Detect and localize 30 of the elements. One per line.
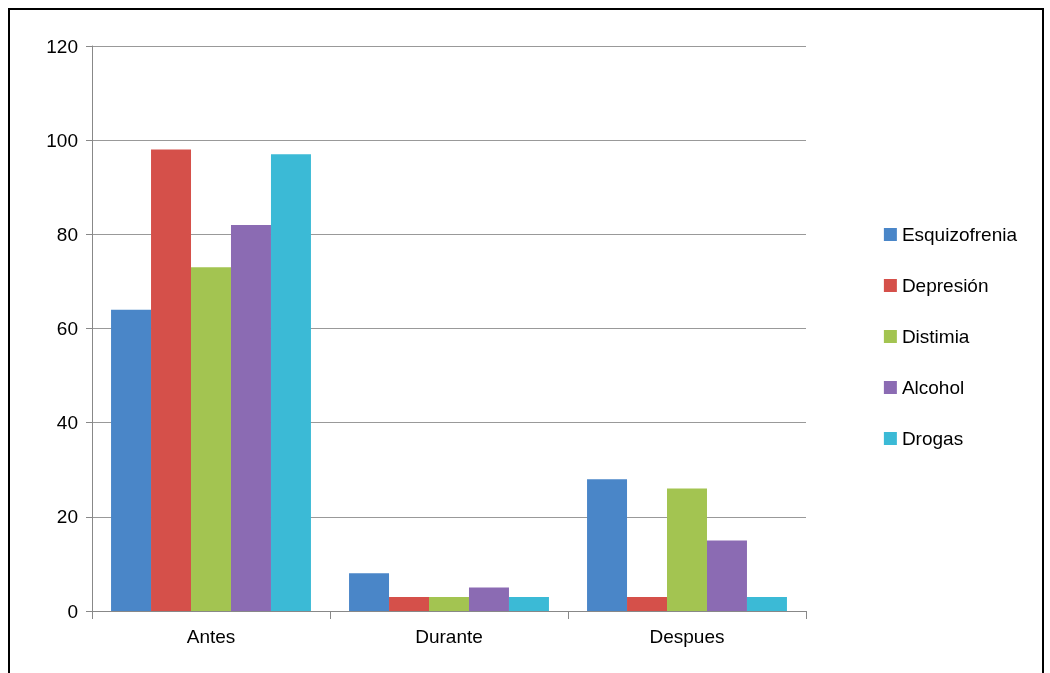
y-tick-label: 60 (56, 318, 78, 339)
bar (746, 596, 787, 611)
bar (667, 488, 707, 611)
bar (429, 596, 469, 611)
y-tick-label: 0 (67, 600, 78, 622)
bar (151, 149, 192, 611)
y-tick-label: 120 (46, 35, 78, 57)
y-tick-label: 40 (56, 412, 78, 434)
y-tick-label: 20 (56, 506, 78, 528)
legend-label: Distimia (901, 326, 970, 347)
bar (587, 479, 628, 611)
bar (191, 267, 231, 611)
bar (349, 573, 390, 611)
bar (230, 224, 271, 611)
bar (389, 596, 430, 611)
bar (627, 596, 668, 611)
legend-label: Alcohol (901, 377, 965, 398)
x-tick-label: Antes (186, 626, 236, 647)
bar (270, 154, 311, 611)
bar (468, 587, 509, 611)
bar (706, 540, 747, 611)
x-tick-label: Durante (415, 626, 483, 647)
x-tick-label: Despues (649, 626, 725, 647)
bar (508, 596, 549, 611)
legend-label: Esquizofrenia (901, 224, 1018, 245)
legend-label: Drogas (901, 428, 964, 449)
y-tick-label: 80 (56, 223, 78, 245)
bar (111, 309, 152, 611)
y-tick-label: 100 (46, 129, 78, 151)
legend-label: Depresión (901, 275, 989, 296)
